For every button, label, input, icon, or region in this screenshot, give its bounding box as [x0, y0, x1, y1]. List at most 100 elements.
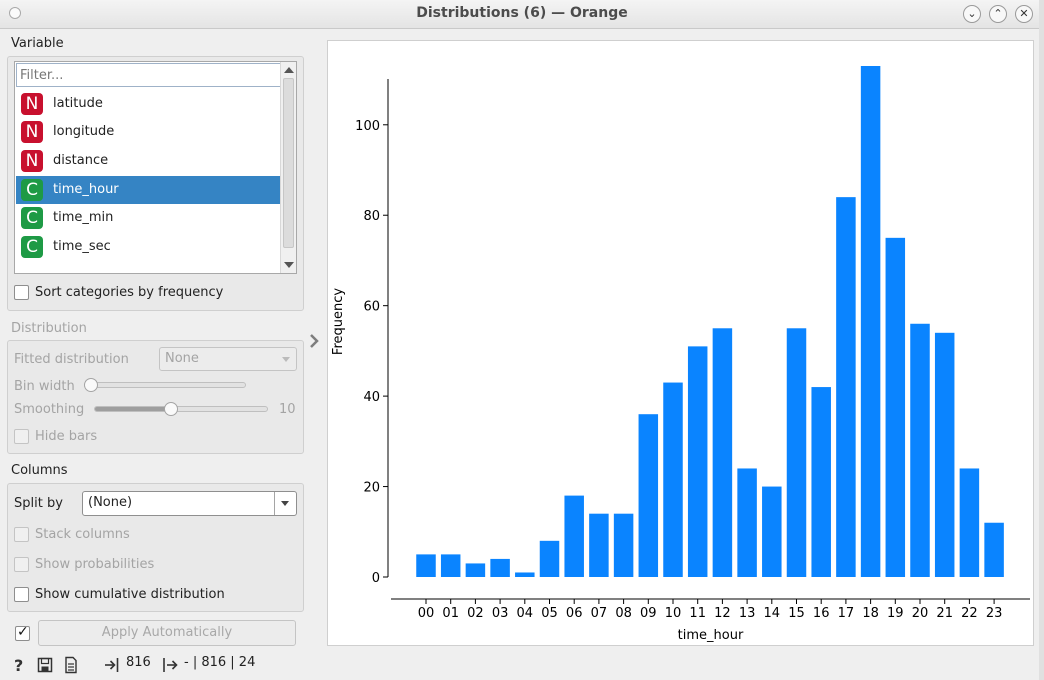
chevron-down-icon: [282, 357, 290, 362]
bar-10: [663, 382, 683, 577]
save-image-icon[interactable]: [37, 656, 53, 674]
distribution-section-label: Distribution: [11, 321, 87, 336]
hide-bars-label: Hide bars: [35, 429, 98, 444]
list-scrollbar[interactable]: [280, 62, 296, 273]
split-by-select[interactable]: (None): [82, 491, 297, 516]
x-tick-label: 13: [739, 606, 756, 621]
bar-19: [885, 237, 906, 578]
x-tick-label: 11: [689, 606, 706, 621]
list-item-time-min[interactable]: C time_min: [16, 204, 281, 232]
x-axis-label: time_hour: [678, 628, 744, 643]
x-tick-label: 12: [714, 606, 731, 621]
bar-22: [959, 468, 980, 577]
list-item-longitude[interactable]: N longitude: [16, 118, 281, 146]
sort-by-frequency-checkbox[interactable]: [14, 285, 29, 300]
maximize-button[interactable]: ⌃: [989, 5, 1007, 23]
window-edge: [1039, 0, 1044, 680]
y-tick-label: 80: [363, 209, 380, 224]
minimize-button[interactable]: ⌄: [963, 5, 981, 23]
collapse-panel-icon[interactable]: [309, 334, 319, 348]
x-tick-label: 05: [541, 606, 558, 621]
list-item-time-sec[interactable]: C time_sec: [16, 233, 281, 261]
bin-width-slider-handle[interactable]: [84, 378, 98, 392]
scroll-down-icon[interactable]: [284, 262, 294, 268]
bar-12: [712, 328, 733, 577]
bin-width-slider[interactable]: [84, 382, 246, 388]
close-button[interactable]: ✕: [1015, 5, 1033, 23]
bar-04: [515, 572, 535, 577]
show-cumulative-checkbox[interactable]: [14, 587, 29, 602]
categorical-variable-icon: C: [21, 236, 43, 258]
smoothing-slider[interactable]: [94, 406, 268, 412]
list-item-label: distance: [53, 153, 109, 168]
bar-03: [490, 558, 510, 577]
plot-area[interactable]: 0 20 40 60 80 100 Frequency 00 01 02 03 04 05 06 07 08 0…: [327, 40, 1034, 646]
variable-section-label: Variable: [11, 36, 64, 51]
x-tick-label: 23: [986, 606, 1003, 621]
filter-input[interactable]: [16, 63, 281, 87]
bar-11: [687, 346, 708, 577]
list-item-label: latitude: [53, 96, 103, 111]
scroll-up-icon[interactable]: [284, 67, 294, 73]
show-probabilities-checkbox[interactable]: [14, 557, 29, 572]
fitted-distribution-value: None: [165, 351, 199, 366]
y-tick-label: 20: [363, 481, 380, 496]
list-item-time-hour[interactable]: C time_hour: [16, 176, 281, 204]
smoothing-value: 10: [279, 402, 296, 417]
split-by-label: Split by: [14, 496, 63, 511]
smoothing-slider-handle[interactable]: [164, 402, 178, 416]
x-tick-label: 16: [813, 606, 830, 621]
sort-by-frequency-label: Sort categories by frequency: [35, 285, 224, 300]
bar-13: [737, 468, 757, 577]
x-tick-label: 14: [764, 606, 781, 621]
x-tick-label: 06: [566, 606, 583, 621]
categorical-variable-icon: C: [21, 207, 43, 229]
output-summary: - | 816 | 24: [184, 655, 256, 670]
list-item-latitude[interactable]: N latitude: [16, 90, 281, 118]
variable-list[interactable]: N latitude N longitude N distance C time…: [14, 61, 297, 274]
output-data-icon: [163, 658, 178, 672]
x-tick-label: 20: [912, 606, 929, 621]
show-probabilities-label: Show probabilities: [35, 557, 155, 572]
distribution-chart[interactable]: 0 20 40 60 80 100 Frequency 00 01 02 03 04 05 06 07 08 0…: [328, 41, 1033, 645]
list-item-label: time_hour: [53, 182, 119, 197]
stack-columns-checkbox[interactable]: [14, 527, 29, 542]
y-tick-label: 40: [363, 390, 380, 405]
x-tick-label: 21: [936, 606, 953, 621]
apply-automatically-checkbox[interactable]: [15, 624, 30, 641]
categorical-variable-icon: C: [21, 179, 43, 201]
columns-section-label: Columns: [11, 463, 68, 478]
input-count: 816: [126, 655, 151, 670]
bin-width-label: Bin width: [14, 379, 75, 394]
bar-23: [984, 522, 1004, 577]
x-tick-label: 17: [838, 606, 855, 621]
fitted-distribution-select[interactable]: None: [159, 347, 297, 371]
bar-01: [440, 554, 461, 577]
y-tick-label: 100: [355, 119, 380, 134]
select-divider: [274, 492, 275, 515]
hide-bars-checkbox[interactable]: [14, 429, 29, 444]
help-icon[interactable]: ?: [11, 656, 27, 674]
bar-18: [860, 66, 881, 577]
list-item-label: longitude: [53, 124, 115, 139]
window-menu-icon[interactable]: [9, 7, 21, 19]
x-tick-label: 22: [961, 606, 978, 621]
scroll-thumb[interactable]: [283, 78, 294, 248]
report-icon[interactable]: [63, 656, 79, 674]
bar-14: [762, 486, 782, 577]
bar-16: [811, 387, 831, 577]
numeric-variable-icon: N: [21, 150, 43, 172]
list-item-distance[interactable]: N distance: [16, 147, 281, 175]
x-tick-label: 04: [517, 606, 534, 621]
window-title: Distributions (6) — Orange: [416, 5, 628, 21]
apply-automatically-button[interactable]: Apply Automatically: [38, 620, 296, 646]
x-tick-label: 15: [788, 606, 805, 621]
x-tick-label: 10: [665, 606, 682, 621]
bar-15: [786, 328, 807, 577]
x-tick-label: 18: [862, 606, 879, 621]
split-by-value: (None): [88, 495, 133, 510]
list-item-label: time_min: [53, 210, 114, 225]
bar-00: [416, 554, 436, 577]
stack-columns-label: Stack columns: [35, 527, 130, 542]
x-tick-label: 19: [887, 606, 904, 621]
